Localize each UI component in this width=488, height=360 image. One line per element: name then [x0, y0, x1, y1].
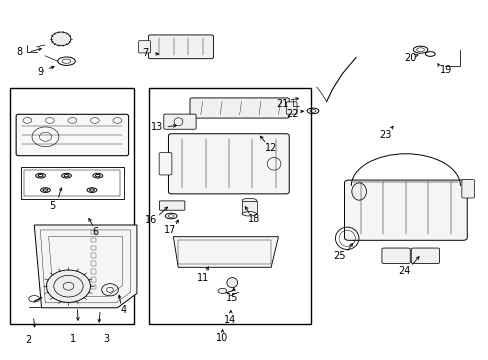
- Text: 22: 22: [285, 109, 298, 120]
- Text: 11: 11: [196, 273, 209, 283]
- Text: 2: 2: [25, 335, 31, 345]
- Bar: [91, 269, 96, 274]
- FancyBboxPatch shape: [381, 248, 409, 264]
- Text: 8: 8: [17, 47, 22, 57]
- FancyBboxPatch shape: [159, 201, 184, 210]
- Ellipse shape: [242, 212, 256, 216]
- Bar: [91, 238, 96, 242]
- Text: 13: 13: [151, 122, 163, 132]
- Bar: [10, 88, 134, 324]
- FancyBboxPatch shape: [159, 153, 172, 175]
- Ellipse shape: [351, 183, 366, 200]
- FancyBboxPatch shape: [168, 134, 289, 194]
- Text: 14: 14: [223, 315, 236, 325]
- Text: 18: 18: [247, 214, 260, 224]
- Bar: [91, 230, 96, 234]
- Text: 21: 21: [276, 99, 288, 109]
- Bar: [91, 261, 96, 266]
- Text: 3: 3: [103, 334, 109, 344]
- Ellipse shape: [46, 270, 90, 302]
- Text: 1: 1: [70, 334, 76, 344]
- FancyBboxPatch shape: [286, 102, 297, 114]
- Bar: [21, 167, 123, 199]
- Ellipse shape: [51, 32, 71, 46]
- Text: 20: 20: [404, 53, 416, 63]
- FancyBboxPatch shape: [344, 180, 466, 240]
- Bar: [91, 246, 96, 250]
- Text: 5: 5: [50, 201, 56, 211]
- FancyBboxPatch shape: [163, 114, 196, 129]
- Bar: [178, 240, 270, 264]
- FancyBboxPatch shape: [16, 114, 128, 156]
- Bar: [91, 285, 96, 289]
- Text: 12: 12: [264, 143, 277, 153]
- Ellipse shape: [226, 278, 237, 288]
- FancyBboxPatch shape: [148, 35, 213, 59]
- Text: 4: 4: [120, 305, 126, 315]
- Ellipse shape: [218, 288, 226, 293]
- Bar: [91, 253, 96, 258]
- Text: 17: 17: [163, 225, 176, 235]
- FancyBboxPatch shape: [189, 98, 288, 118]
- Text: 6: 6: [92, 227, 98, 237]
- Text: 15: 15: [225, 293, 238, 303]
- Bar: [24, 170, 120, 196]
- FancyBboxPatch shape: [410, 248, 439, 264]
- Text: 7: 7: [142, 48, 148, 58]
- Text: 25: 25: [333, 251, 346, 261]
- Text: 24: 24: [398, 266, 410, 276]
- Text: 16: 16: [144, 215, 157, 225]
- Text: 9: 9: [37, 67, 43, 77]
- Polygon shape: [173, 237, 278, 267]
- Bar: [149, 88, 310, 324]
- Text: 10: 10: [216, 333, 228, 343]
- Text: 19: 19: [439, 65, 451, 75]
- FancyBboxPatch shape: [461, 180, 473, 198]
- Bar: [91, 277, 96, 282]
- Polygon shape: [34, 225, 137, 308]
- Text: 23: 23: [378, 130, 391, 140]
- Bar: [242, 201, 256, 214]
- Ellipse shape: [242, 198, 256, 203]
- FancyBboxPatch shape: [138, 41, 150, 53]
